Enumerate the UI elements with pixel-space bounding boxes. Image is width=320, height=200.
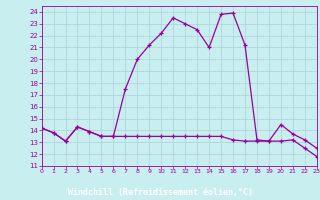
Text: Windchill (Refroidissement éolien,°C): Windchill (Refroidissement éolien,°C)	[68, 188, 252, 196]
